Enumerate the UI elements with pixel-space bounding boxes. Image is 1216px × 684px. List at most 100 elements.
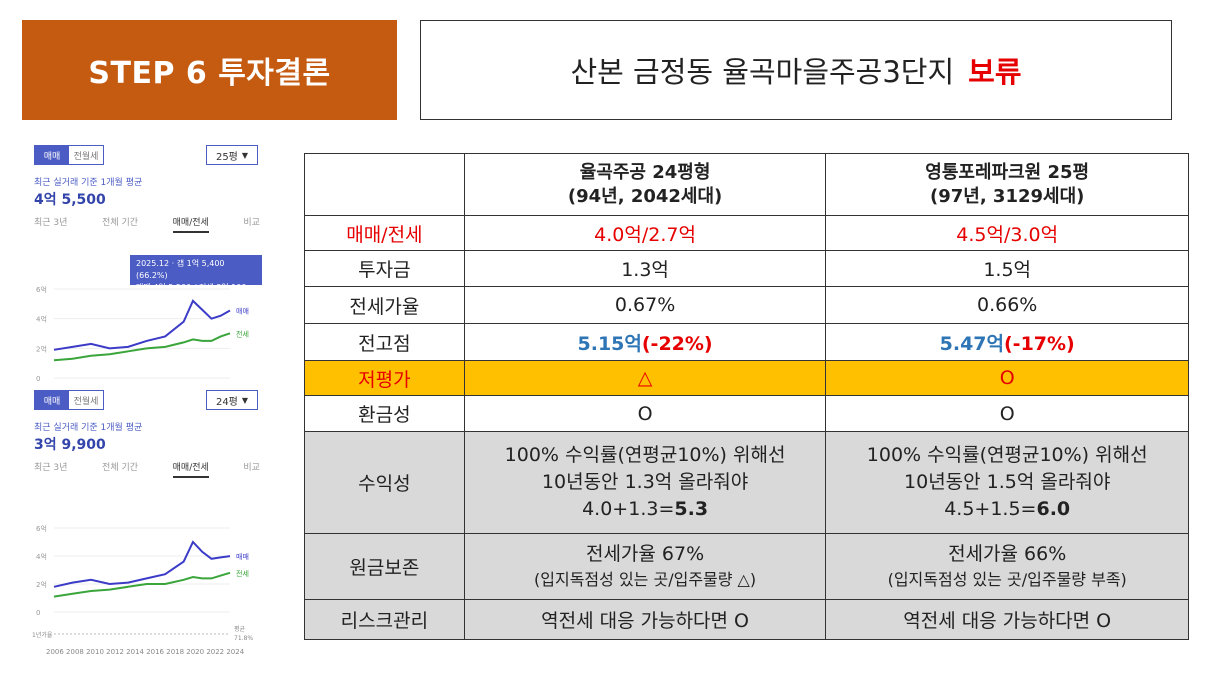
profit-target: 6.0 [1036, 498, 1071, 520]
cell-value: 역전세 대응 가능하다면 O [463, 599, 827, 640]
tab-compare[interactable]: 비교 [243, 463, 260, 473]
cell-value: O [825, 360, 1189, 396]
header-empty-cell [304, 153, 465, 216]
y-tick-label: 6억 [36, 525, 47, 533]
y-tick-label: 0 [36, 375, 40, 383]
table-row: 원금보존 전세가율 67% (입지독점성 있는 곳/입주물량 △) 전세가율 6… [304, 533, 1189, 600]
profit-line2: 10년동안 1.5억 올라줘야 [904, 471, 1111, 493]
row-label: 원금보존 [304, 533, 465, 600]
cell-value: 5.47억(-17%) [825, 323, 1189, 361]
size-value: 24평 [215, 396, 238, 408]
tooltip-line2: 매매 4억 5,500 / 전세 3억 100 [136, 283, 247, 292]
table-row: 수익성 100% 수익률(연평균10%) 위해선 10년동안 1.3억 올라줘야… [304, 431, 1189, 534]
table-row: 매매/전세 4.0억/2.7억 4.5억/3.0억 [304, 215, 1189, 251]
title-box: 산본 금정동 율곡마을주공3단지 보류 [420, 20, 1172, 120]
header-col2: 영통포레파크원 25평 (97년, 3129세대) [825, 153, 1189, 216]
chart-panel-24: 매매 전월세 24평 ▼ 최근 실거래 기준 1개월 평균 3억 9,900 최… [30, 390, 262, 660]
y-tick-label: 6억 [36, 286, 47, 294]
table-row: 전세가율 0.67% 0.66% [304, 286, 1189, 324]
y-tick-label: 4억 [36, 553, 47, 561]
table-row: 저평가 △ O [304, 360, 1189, 396]
comparison-table: 율곡주공 24평형 (94년, 2042세대) 영통포레파크원 25평 (97년… [304, 153, 1189, 640]
cell-value: 0.67% [463, 286, 827, 324]
legend-label: 전세 [236, 329, 249, 338]
tab-sale-lease[interactable]: 매매/전세 [172, 215, 209, 233]
sale-lease-toggle[interactable]: 매매 전월세 [34, 390, 104, 410]
cell-value: O [825, 395, 1189, 432]
legend-label: 전세 [236, 569, 249, 578]
cell-value: 전세가율 66% (입지독점성 있는 곳/입주물량 부족) [825, 533, 1189, 600]
caret-down-icon: ▼ [241, 150, 249, 160]
toggle-lease[interactable]: 전월세 [69, 391, 103, 409]
legend-label: 매매 [236, 308, 249, 316]
principal-line2: (입지독점성 있는 곳/입주물량 △) [534, 569, 757, 589]
chart-tabs: 최근 3년 전체 기간 매매/전세 비교 [34, 460, 260, 478]
cell-value: O [463, 395, 827, 432]
sale-lease-toggle[interactable]: 매매 전월세 [34, 145, 104, 165]
profit-line3: 4.0+1.3=5.3 [465, 496, 826, 523]
cell-value: △ [463, 360, 827, 396]
peak-value: 5.47억 [939, 332, 1004, 355]
toggle-sale[interactable]: 매매 [35, 391, 69, 409]
profit-line3: 4.5+1.5=6.0 [826, 496, 1188, 523]
price-value: 3억 9,900 [34, 437, 106, 453]
profit-formula: 4.5+1.5= [944, 498, 1037, 520]
cell-value: 4.0억/2.7억 [463, 215, 827, 251]
price-subtitle: 최근 실거래 기준 1개월 평균 [34, 423, 143, 433]
tab-recent-3y[interactable]: 최근 3년 [34, 463, 68, 473]
col1-sub: (94년, 2042세대) [567, 185, 723, 207]
principal-line1: 전세가율 66% [948, 542, 1067, 565]
avg-label: 평균 [234, 625, 246, 633]
toggle-lease[interactable]: 전월세 [69, 146, 103, 164]
tooltip-line1: 2025.12 · 갭 1억 5,400 (66.2%) [136, 259, 225, 280]
row-label: 전고점 [304, 323, 465, 361]
cell-value: 100% 수익률(연평균10%) 위해선 10년동안 1.3억 올라줘야 4.0… [463, 431, 827, 534]
page-title: 산본 금정동 율곡마을주공3단지 [570, 55, 955, 89]
profit-line1: 100% 수익률(연평균10%) 위해선 [866, 444, 1148, 466]
tab-compare[interactable]: 비교 [243, 218, 260, 228]
row-label: 투자금 [304, 250, 465, 287]
row-label: 매매/전세 [304, 215, 465, 251]
price-value: 4억 5,500 [34, 192, 106, 208]
size-select[interactable]: 24평 ▼ [206, 390, 258, 410]
peak-pct: (-17%) [1004, 332, 1075, 355]
row-label: 환금성 [304, 395, 465, 432]
tab-all-period[interactable]: 전체 기간 [102, 218, 139, 228]
legend-label: 매매 [236, 553, 249, 561]
cell-value: 0.66% [825, 286, 1189, 324]
peak-pct: (-22%) [641, 332, 713, 355]
cell-value: 100% 수익률(연평균10%) 위해선 10년동안 1.5억 올라줘야 4.5… [825, 431, 1189, 534]
tab-all-period[interactable]: 전체 기간 [102, 463, 139, 473]
series-line-sale [53, 299, 231, 351]
cell-value: 역전세 대응 가능하다면 O [825, 599, 1189, 640]
step-badge: STEP 6 투자결론 [22, 20, 397, 120]
col1-name: 율곡주공 24평형 [579, 161, 711, 183]
y-tick-label: 2억 [36, 581, 47, 589]
series-line-lease [53, 332, 231, 362]
row-label: 수익성 [304, 431, 465, 534]
ratio-label: 1년가율 [32, 631, 53, 639]
size-select[interactable]: 25평 ▼ [206, 145, 258, 165]
caret-down-icon: ▼ [241, 395, 249, 405]
profit-formula: 4.0+1.3= [582, 498, 675, 520]
col2-sub: (97년, 3129세대) [929, 185, 1085, 207]
series-line-sale [53, 540, 231, 588]
row-label: 저평가 [304, 360, 465, 396]
principal-line1: 전세가율 67% [585, 542, 705, 565]
avg-value: 71.8% [234, 635, 253, 642]
toggle-sale[interactable]: 매매 [35, 146, 69, 164]
table-row: 리스크관리 역전세 대응 가능하다면 O 역전세 대응 가능하다면 O [304, 599, 1189, 640]
verdict-label: 보류 [968, 55, 1022, 89]
profit-line2: 10년동안 1.3억 올라줘야 [541, 471, 749, 493]
table-row: 환금성 O O [304, 395, 1189, 432]
tab-sale-lease[interactable]: 매매/전세 [172, 460, 209, 478]
row-label: 전세가율 [304, 286, 465, 324]
step-label: STEP 6 투자결론 [88, 56, 331, 91]
principal-line2: (입지독점성 있는 곳/입주물량 부족) [887, 569, 1127, 589]
cell-value: 4.5억/3.0억 [825, 215, 1189, 251]
tab-recent-3y[interactable]: 최근 3년 [34, 218, 68, 228]
table-header-row: 율곡주공 24평형 (94년, 2042세대) 영통포레파크원 25평 (97년… [304, 153, 1189, 216]
chart-tabs: 최근 3년 전체 기간 매매/전세 비교 [34, 215, 260, 233]
cell-value: 5.15억(-22%) [463, 323, 827, 361]
